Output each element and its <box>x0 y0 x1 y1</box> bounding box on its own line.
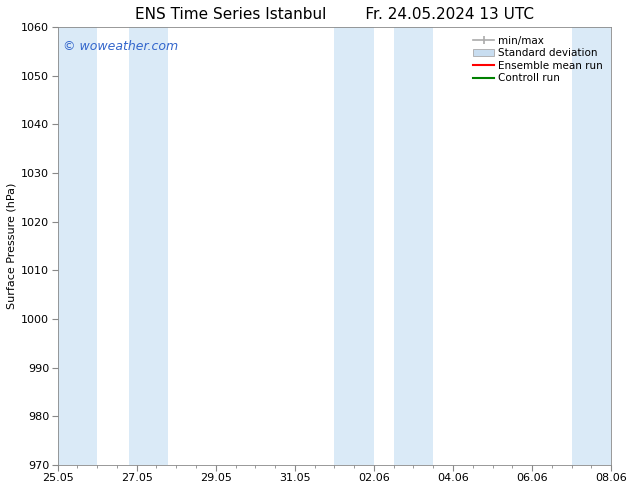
Bar <box>58 27 97 465</box>
Bar <box>334 27 374 465</box>
Bar <box>394 27 433 465</box>
Y-axis label: Surface Pressure (hPa): Surface Pressure (hPa) <box>7 183 17 309</box>
Title: ENS Time Series Istanbul        Fr. 24.05.2024 13 UTC: ENS Time Series Istanbul Fr. 24.05.2024 … <box>135 7 534 22</box>
Text: © woweather.com: © woweather.com <box>63 40 178 53</box>
Bar <box>572 27 611 465</box>
Legend: min/max, Standard deviation, Ensemble mean run, Controll run: min/max, Standard deviation, Ensemble me… <box>470 32 606 87</box>
Bar <box>129 27 168 465</box>
